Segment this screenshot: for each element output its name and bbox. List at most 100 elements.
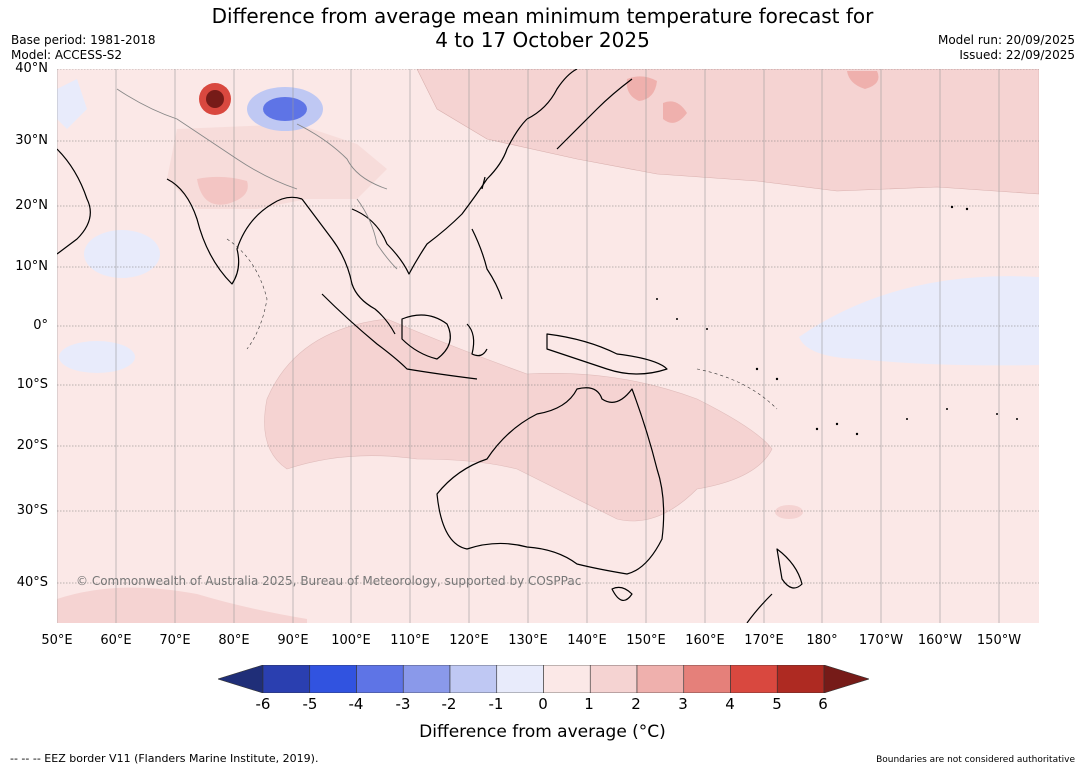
title-line-1: Difference from average mean minimum tem… (211, 4, 874, 28)
colorbar-title: Difference from average (°C) (419, 722, 666, 742)
lat-label: 40°S (16, 575, 48, 590)
colorbar-tick: 3 (678, 695, 688, 713)
coast-nz-north (776, 548, 803, 589)
coast-australia (436, 387, 665, 575)
lon-label: 160°E (685, 633, 725, 648)
cool-anomaly-indian-ocean (59, 341, 135, 373)
colorbar-segment (589, 665, 638, 693)
coastlines (57, 69, 803, 623)
border-indochina (356, 198, 398, 270)
model-name: Model: ACCESS-S2 (11, 48, 123, 62)
meridians (57, 69, 1000, 623)
anomaly-map (57, 69, 1039, 623)
lon-label: 80°E (218, 633, 250, 648)
coast-philippines (471, 228, 503, 300)
cool-anomaly-patch (57, 79, 87, 129)
pacific-islands (656, 205, 1018, 436)
warm-anomaly-patch (626, 76, 657, 101)
warm-anomaly-australia (264, 318, 773, 522)
colorbar-segment (309, 665, 357, 693)
colorbar-tick: -3 (395, 695, 411, 713)
border-central-asia (116, 88, 298, 190)
lon-label: 120°E (449, 633, 489, 648)
colorbar-segment (683, 665, 731, 693)
coast-india (166, 178, 303, 285)
coast-china-east (526, 69, 578, 120)
lat-label: 30°S (16, 503, 48, 518)
coast-se-asia (301, 198, 396, 335)
boundaries-disclaimer: Boundaries are not considered authoritat… (876, 755, 1075, 765)
lon-label: 100°E (331, 633, 371, 648)
coast-nz-south (746, 593, 773, 623)
lon-label: 180° (806, 633, 838, 648)
cool-anomaly-arabian-sea (84, 230, 160, 278)
eez-footnote: -- -- -- EEZ border V11 (Flanders Marine… (10, 752, 319, 765)
lon-label: 150°E (626, 633, 666, 648)
coast-borneo (401, 314, 451, 360)
colorbar-tick: 5 (772, 695, 782, 713)
coast-japan (556, 78, 633, 150)
model-run: Model run: 20/09/2025 (937, 33, 1075, 47)
lat-label: 20°N (15, 198, 48, 213)
title-line-2: 4 to 17 October 2025 (435, 28, 650, 52)
colorbar-segment (449, 665, 498, 693)
lon-label: 60°E (100, 633, 132, 648)
colorbar-tick: 0 (538, 695, 548, 713)
lon-label: 50°E (41, 633, 73, 648)
warm-anomaly-north-pacific (416, 69, 1039, 195)
colorbar-segment (262, 665, 311, 693)
lon-label: 140°E (567, 633, 607, 648)
colorbar-segment (543, 665, 591, 693)
warm-anomaly-patch (775, 505, 803, 519)
border-himalaya (296, 123, 388, 190)
coast-sulawesi (466, 323, 488, 357)
map-title: Difference from average mean minimum tem… (0, 4, 1085, 52)
country-borders (116, 88, 398, 270)
colorbar-tick: -6 (255, 695, 271, 713)
copyright-notice: © Commonwealth of Australia 2025, Bureau… (76, 574, 582, 588)
lat-label: 30°N (15, 133, 48, 148)
colorbar-tick: 4 (725, 695, 735, 713)
coast-sumatra-java (321, 293, 478, 380)
coast-taiwan (481, 176, 486, 190)
warm-anomaly-patch (663, 101, 687, 123)
colorbar-tick: -5 (302, 695, 318, 713)
meta-left: Base period: 1981-2018 Model: ACCESS-S2 (11, 33, 156, 63)
lon-label: 170°E (744, 633, 784, 648)
lat-label: 10°S (16, 377, 48, 392)
lon-label: 170°W (858, 633, 904, 648)
colorbar-segment (730, 665, 778, 693)
lon-label: 160°W (917, 633, 963, 648)
warm-anomaly-patch (847, 71, 879, 89)
cool-anomaly-central-pacific (799, 276, 1039, 366)
lon-label: 110°E (390, 633, 430, 648)
lon-label: 70°E (159, 633, 191, 648)
issued-date: Issued: 22/09/2025 (959, 48, 1075, 62)
colorbar-tick: 2 (631, 695, 641, 713)
colorbar-tick: -4 (348, 695, 364, 713)
cool-anomaly-core (263, 97, 307, 121)
colorbar-extend-low (218, 665, 264, 693)
lon-label: 150°W (976, 633, 1022, 648)
colorbar-segment (776, 665, 825, 693)
meta-right: Model run: 20/09/2025 Issued: 22/09/2025 (938, 33, 1075, 63)
eez-borders (226, 238, 778, 410)
coast-new-guinea (546, 333, 668, 375)
lat-label: 0° (33, 318, 48, 333)
lat-label: 20°S (16, 438, 48, 453)
colorbar-segment (496, 665, 544, 693)
colorbar (218, 665, 869, 693)
colorbar-tick: 6 (818, 695, 828, 713)
colorbar-tick: -1 (488, 695, 504, 713)
colorbar-extend-high (823, 665, 869, 693)
lat-label: 40°N (15, 61, 48, 76)
colorbar-tick: -2 (441, 695, 457, 713)
base-period: Base period: 1981-2018 (11, 33, 156, 47)
cool-anomaly-patch (886, 293, 914, 315)
colorbar-tick: 1 (584, 695, 594, 713)
lon-label: 130°E (508, 633, 548, 648)
coast-tasmania (611, 586, 633, 601)
warm-anomaly-core (206, 90, 224, 108)
colorbar-segment (636, 665, 685, 693)
coast-arabia (57, 148, 91, 255)
